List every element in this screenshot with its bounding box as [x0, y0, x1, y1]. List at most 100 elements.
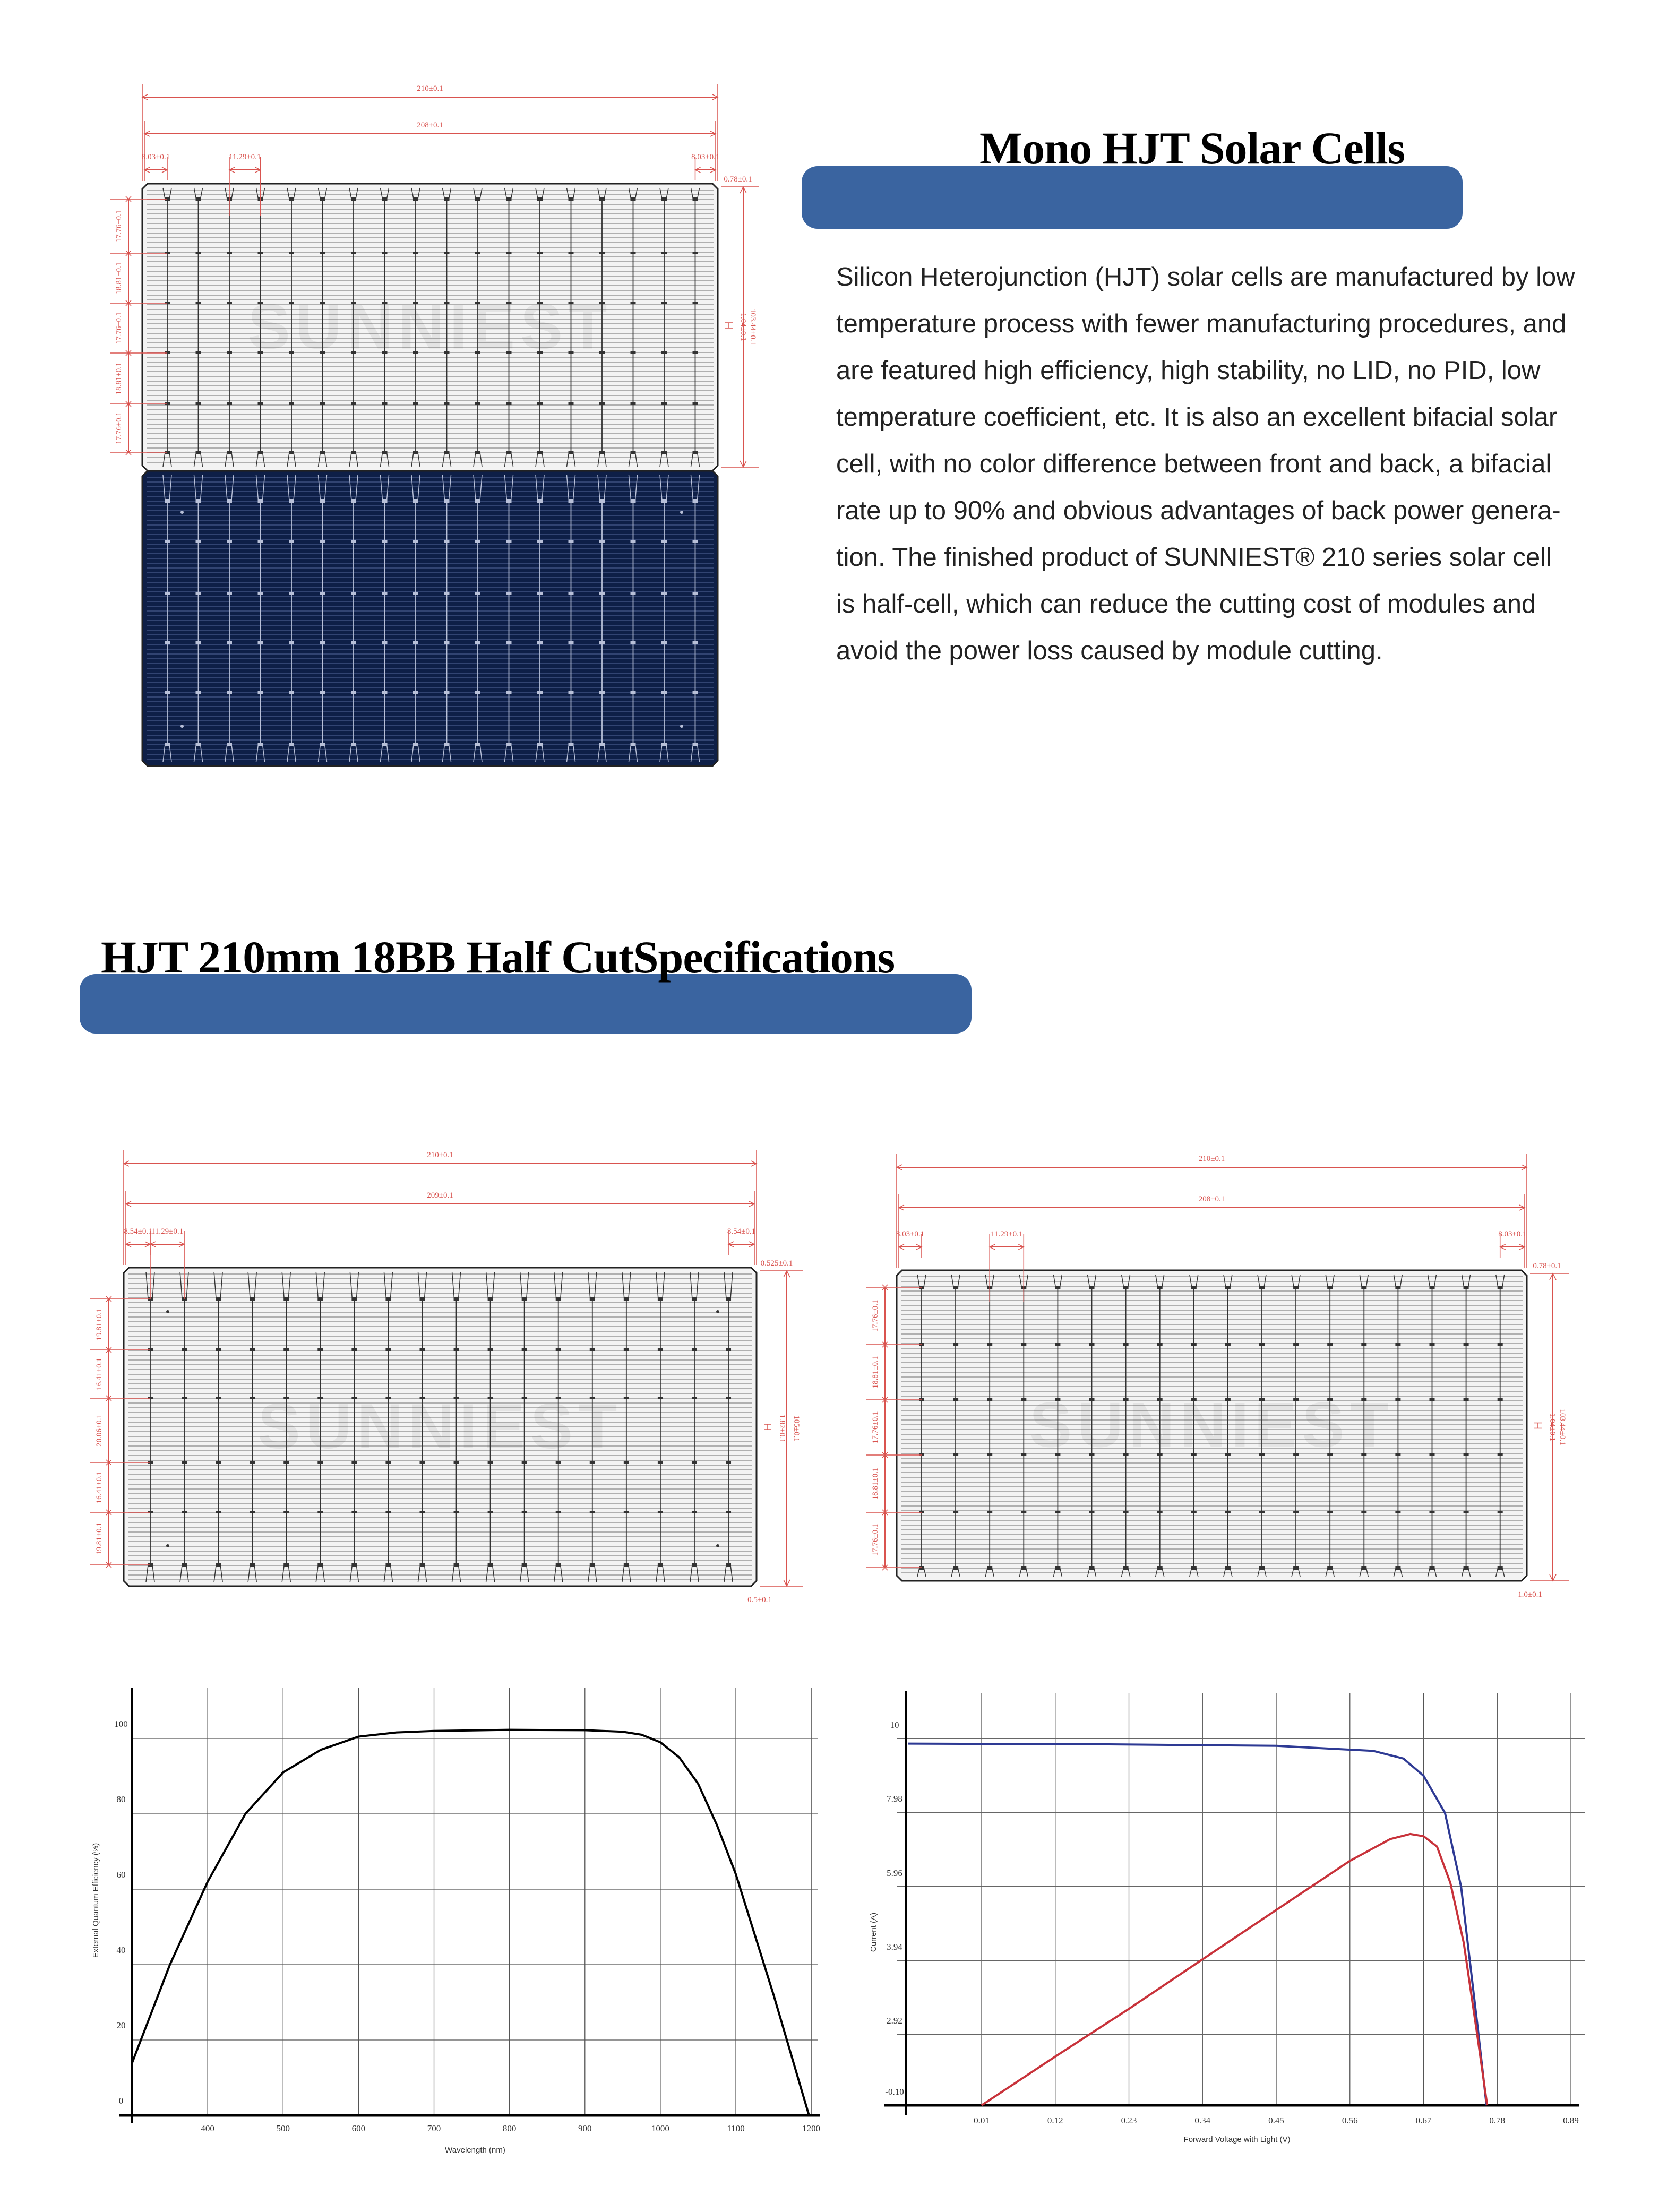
solder-pad	[657, 1297, 663, 1301]
solder-pad	[444, 743, 450, 746]
solder-pad	[382, 351, 388, 354]
solder-pad	[444, 641, 450, 644]
solder-pad	[1123, 1566, 1129, 1570]
solder-pad	[1225, 1511, 1231, 1513]
solder-pad	[1327, 1566, 1333, 1570]
solder-pad	[506, 540, 512, 543]
solder-pad	[453, 1461, 459, 1464]
dimension-tick	[882, 1341, 888, 1348]
solder-pad	[521, 1348, 527, 1351]
solder-pad	[165, 540, 170, 543]
solder-pad	[413, 351, 418, 354]
solder-pad	[413, 402, 418, 405]
dimension-label: 11.29±0.1	[151, 1227, 183, 1236]
solder-pad	[1293, 1453, 1299, 1456]
solder-pad	[599, 592, 605, 595]
row-pitch-label: 17.76±0.1	[115, 210, 123, 243]
x-tick-label: 0.34	[1194, 2115, 1210, 2125]
solder-pad	[506, 592, 512, 595]
solder-pad	[630, 691, 636, 694]
solder-pad	[691, 1297, 697, 1301]
row-pitch-label: 17.76±0.1	[871, 1411, 880, 1444]
solder-pad	[1225, 1343, 1231, 1346]
solder-pad	[599, 302, 605, 304]
solder-pad	[661, 499, 667, 503]
solder-pad	[195, 197, 201, 201]
solder-pad	[419, 1297, 425, 1301]
top-offset-label: 0.78±0.1	[724, 175, 752, 184]
solder-pad	[987, 1511, 993, 1513]
solder-pad	[1157, 1453, 1163, 1456]
solder-pad	[953, 1398, 959, 1401]
solder-pad	[475, 641, 480, 644]
solder-pad	[1327, 1286, 1333, 1289]
solder-pad	[444, 540, 450, 543]
solder-pad	[555, 1461, 561, 1464]
row-pitch-label: 17.76±0.1	[115, 412, 123, 444]
solder-pad	[589, 1511, 595, 1513]
solder-pad	[1191, 1566, 1197, 1570]
solder-pad	[351, 691, 356, 694]
solder-pad	[1395, 1566, 1401, 1570]
solder-pad	[250, 1397, 255, 1399]
solder-pad	[257, 743, 263, 746]
solder-pad	[623, 1348, 629, 1351]
solder-pad	[537, 197, 543, 201]
solder-pad	[1361, 1566, 1367, 1570]
row-pitch-label: 18.81±0.1	[871, 1468, 880, 1500]
solder-pad	[1293, 1566, 1299, 1570]
solder-pad	[320, 402, 325, 405]
dimension-tick	[882, 1397, 888, 1403]
solder-pad	[320, 351, 325, 354]
solder-pad	[257, 302, 263, 304]
solder-pad	[475, 197, 480, 201]
solder-pad	[385, 1563, 391, 1567]
solder-pad	[568, 743, 574, 746]
solder-pad	[182, 1511, 187, 1513]
solder-pad	[419, 1563, 425, 1567]
row-pitch-label: 18.81±0.1	[115, 363, 123, 395]
solder-pad	[257, 691, 263, 694]
solder-pad	[589, 1461, 595, 1464]
solder-pad	[382, 691, 388, 694]
solder-pad	[537, 743, 543, 746]
solder-pad	[1055, 1453, 1061, 1456]
solder-pad	[568, 351, 574, 354]
dimension-tick	[882, 1452, 888, 1458]
dimension-tick	[882, 1284, 888, 1290]
solder-pad	[216, 1297, 221, 1301]
solder-pad	[692, 302, 698, 304]
solder-pad	[537, 252, 543, 254]
solder-pad	[1225, 1286, 1231, 1289]
solder-pad	[289, 691, 294, 694]
solder-pad	[195, 743, 201, 746]
solder-pad	[165, 592, 170, 595]
solder-pad	[320, 197, 325, 201]
solder-pad	[195, 451, 201, 454]
solder-pad	[661, 351, 667, 354]
alignment-dot	[680, 725, 683, 728]
y-tick-label: 5.96	[887, 1868, 902, 1878]
solder-pad	[691, 1348, 697, 1351]
solder-pad	[630, 592, 636, 595]
row-pitch-label: 17.76±0.1	[871, 1524, 880, 1556]
solder-pad	[623, 1297, 629, 1301]
solder-pad	[599, 691, 605, 694]
solder-pad	[385, 1297, 391, 1301]
solder-pad	[599, 402, 605, 405]
solder-pad	[1089, 1511, 1095, 1513]
solder-pad	[692, 641, 698, 644]
solder-pad	[475, 252, 480, 254]
solder-pad	[382, 402, 388, 405]
solder-pad	[630, 743, 636, 746]
solder-pad	[1089, 1398, 1095, 1401]
solder-pad	[453, 1348, 459, 1351]
solder-pad	[453, 1297, 459, 1301]
row-pitch-label: 18.81±0.1	[115, 262, 123, 295]
solder-pad	[691, 1397, 697, 1399]
solder-pad	[1429, 1511, 1435, 1513]
gap-label: 1.82±0.1	[778, 1414, 786, 1442]
row-pitch-label: 17.76±0.1	[871, 1300, 880, 1332]
dimension-label: 8.03±0.1	[1498, 1230, 1526, 1238]
dimension-tick	[125, 401, 132, 407]
